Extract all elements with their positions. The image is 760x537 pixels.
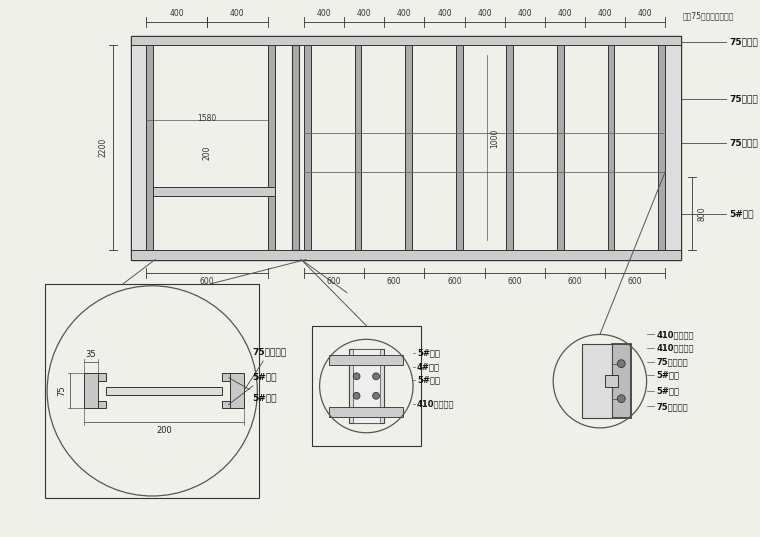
- Bar: [304, 46, 311, 250]
- Text: 75顶天龙骨: 75顶天龙骨: [657, 357, 688, 366]
- Bar: [605, 375, 619, 387]
- Bar: [222, 401, 230, 409]
- Text: 5#槽钢: 5#槽钢: [730, 209, 754, 218]
- Bar: [658, 46, 665, 250]
- Bar: [582, 344, 612, 418]
- Bar: [131, 46, 147, 250]
- Bar: [612, 344, 631, 418]
- Text: 200: 200: [156, 426, 172, 435]
- Circle shape: [353, 373, 360, 380]
- Text: 400: 400: [638, 9, 652, 18]
- Bar: [506, 46, 513, 250]
- Text: 400: 400: [597, 9, 613, 18]
- Text: 400: 400: [397, 9, 412, 18]
- Bar: [456, 46, 463, 250]
- Circle shape: [353, 393, 360, 399]
- Bar: [98, 401, 106, 409]
- Text: 600: 600: [628, 277, 642, 286]
- Bar: [355, 46, 362, 250]
- Bar: [154, 186, 275, 196]
- Text: 400: 400: [437, 9, 451, 18]
- Text: 75轻钢龙: 75轻钢龙: [730, 95, 758, 104]
- Bar: [131, 250, 681, 259]
- Bar: [329, 355, 404, 365]
- Bar: [131, 35, 681, 259]
- Circle shape: [617, 360, 625, 367]
- Bar: [147, 46, 154, 250]
- Bar: [131, 35, 681, 46]
- Bar: [293, 46, 299, 250]
- Bar: [329, 408, 404, 417]
- Text: 400: 400: [317, 9, 331, 18]
- Text: 410膨胀螺栓: 410膨胀螺栓: [417, 399, 454, 408]
- Bar: [557, 46, 564, 250]
- Circle shape: [372, 393, 379, 399]
- Text: 75轻钢龙骨: 75轻钢龙骨: [657, 402, 688, 411]
- Text: 410膨胀螺栓: 410膨胀螺栓: [657, 344, 694, 353]
- Text: 4#方管: 4#方管: [417, 362, 440, 371]
- Bar: [353, 349, 380, 423]
- Text: 75轻钢龙: 75轻钢龙: [730, 138, 758, 147]
- Text: 75顶龙龙: 75顶龙龙: [730, 37, 758, 46]
- Text: 2200: 2200: [99, 138, 107, 157]
- Text: 600: 600: [568, 277, 582, 286]
- Bar: [665, 46, 681, 250]
- Text: 风雨75系列轻钢龙骨墙: 风雨75系列轻钢龙骨墙: [682, 11, 734, 20]
- Text: 600: 600: [327, 277, 341, 286]
- Text: 800: 800: [697, 207, 706, 221]
- Bar: [268, 46, 275, 250]
- Bar: [106, 387, 222, 395]
- Text: 5#槽钢: 5#槽钢: [229, 372, 277, 405]
- Text: 400: 400: [558, 9, 572, 18]
- Circle shape: [372, 373, 379, 380]
- Bar: [222, 373, 230, 381]
- Bar: [230, 373, 244, 409]
- Text: 600: 600: [200, 277, 214, 286]
- Text: 600: 600: [447, 277, 462, 286]
- Text: 400: 400: [477, 9, 492, 18]
- Text: 1000: 1000: [489, 128, 499, 148]
- Text: 400: 400: [357, 9, 372, 18]
- Circle shape: [617, 395, 625, 403]
- Bar: [405, 46, 412, 250]
- Bar: [312, 326, 421, 446]
- Text: 600: 600: [508, 277, 522, 286]
- Bar: [608, 46, 615, 250]
- Text: 5#槽钢: 5#槽钢: [417, 349, 440, 358]
- Text: 5#角铁: 5#角铁: [417, 376, 440, 384]
- Text: 400: 400: [169, 9, 184, 18]
- Text: 400: 400: [518, 9, 532, 18]
- Bar: [349, 349, 384, 423]
- Text: 5#角铁: 5#角铁: [657, 371, 679, 380]
- Bar: [84, 373, 98, 409]
- Text: 75轻钢龙骨: 75轻钢龙骨: [245, 347, 287, 389]
- Text: 400: 400: [230, 9, 245, 18]
- Text: 75: 75: [58, 386, 67, 396]
- Text: 35: 35: [86, 350, 97, 359]
- Bar: [45, 284, 259, 498]
- Text: 5#槽钢: 5#槽钢: [229, 378, 277, 403]
- Text: 1580: 1580: [197, 114, 217, 123]
- Text: 5#槽钢: 5#槽钢: [657, 387, 679, 395]
- Text: 200: 200: [202, 145, 211, 159]
- Text: 600: 600: [387, 277, 401, 286]
- Bar: [98, 373, 106, 381]
- Text: 410膨胀螺栓: 410膨胀螺栓: [657, 330, 694, 339]
